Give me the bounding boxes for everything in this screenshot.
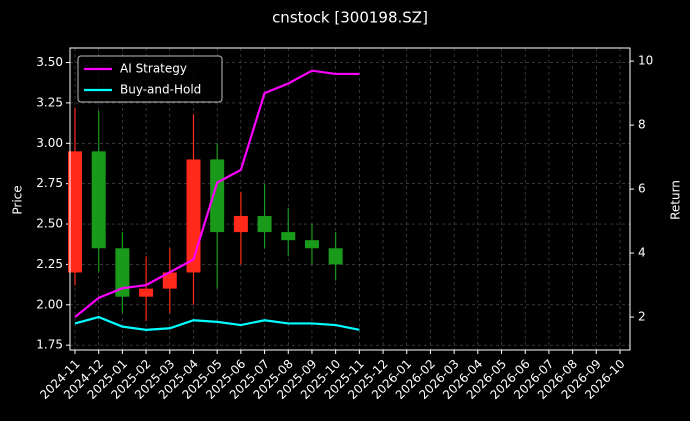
y-axis-label: Price: [11, 185, 25, 214]
candle-body: [68, 151, 82, 273]
legend-box: [77, 55, 223, 103]
y2-tick-label: 8: [638, 118, 646, 132]
candle-body: [162, 272, 177, 289]
legend-label: Buy-and-Hold: [120, 83, 201, 97]
y-tick-label: 2.75: [36, 176, 63, 190]
candle-body: [210, 159, 225, 233]
candle-body: [115, 248, 130, 297]
y-tick-label: 2.00: [36, 297, 63, 311]
legend-label: AI Strategy: [120, 62, 187, 76]
line-series: [74, 315, 360, 331]
y-tick-label: 2.25: [36, 257, 63, 271]
candle-body: [257, 215, 272, 233]
y-tick-label: 2.50: [36, 217, 63, 231]
y2-tick-label: 2: [638, 310, 646, 324]
y2-axis-label: Return: [669, 180, 683, 220]
axes-frame: [69, 47, 631, 351]
candle-body: [186, 159, 201, 273]
candle-body: [328, 248, 343, 265]
y2-tick-label: 6: [638, 182, 646, 196]
y-tick-label: 1.75: [36, 338, 63, 352]
candle-body: [91, 151, 106, 249]
y2-tick-label: 4: [638, 246, 646, 260]
candle-body: [233, 215, 248, 233]
candle-body: [304, 240, 319, 249]
candle-body: [139, 288, 154, 297]
y-tick-label: 3.50: [36, 55, 63, 69]
candle-body: [281, 232, 296, 241]
y2-tick-label: 10: [638, 54, 653, 68]
y-tick-label: 3.25: [36, 95, 63, 109]
chart-title: cnstock [300198.SZ]: [272, 9, 428, 27]
line-series: [74, 69, 360, 318]
y-tick-label: 3.00: [36, 136, 63, 150]
